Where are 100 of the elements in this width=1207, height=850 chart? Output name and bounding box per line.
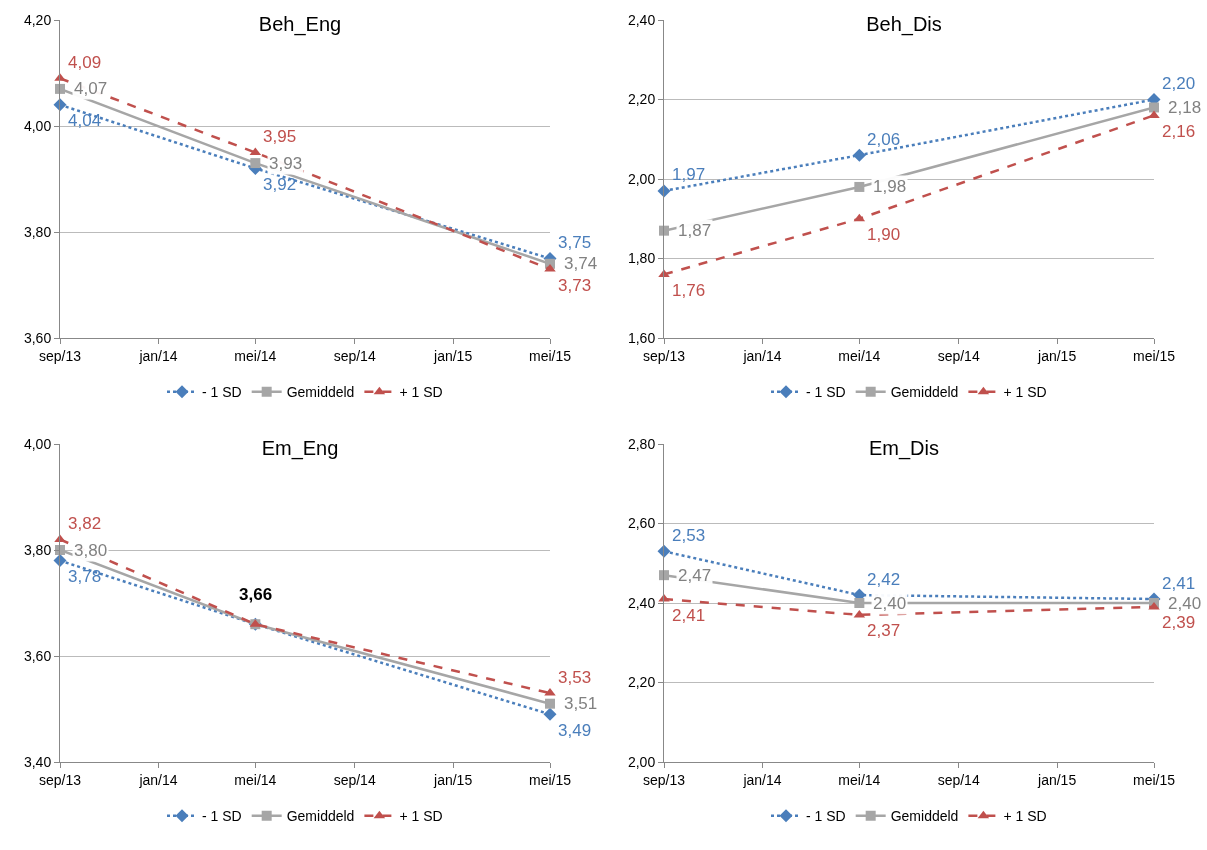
data-label: 1,98 bbox=[873, 177, 907, 196]
x-tick-label: mei/15 bbox=[1132, 347, 1176, 364]
x-tick-label: sep/14 bbox=[333, 771, 376, 788]
legend-label: + 1 SD bbox=[399, 384, 443, 401]
data-label: 2,47 bbox=[678, 566, 712, 585]
x-tick-label: jan/15 bbox=[433, 771, 473, 788]
data-label: 1,76 bbox=[672, 281, 706, 300]
data-label: 3,73 bbox=[558, 276, 592, 295]
chart-title: Beh_Dis bbox=[866, 12, 942, 36]
x-tick-label: jan/14 bbox=[742, 347, 782, 364]
y-tick-label: 3,40 bbox=[23, 753, 52, 770]
x-tick-label: mei/14 bbox=[234, 347, 277, 364]
y-tick-label: 3,80 bbox=[23, 223, 52, 240]
y-tick-label: 4,00 bbox=[23, 117, 52, 134]
x-tick-label: mei/15 bbox=[528, 347, 572, 364]
data-label: 3,93 bbox=[269, 154, 303, 173]
data-label: 2,41 bbox=[1162, 574, 1196, 593]
legend-label: - 1 SD bbox=[202, 808, 242, 825]
point bbox=[1149, 102, 1159, 113]
data-label: 2,18 bbox=[1168, 98, 1202, 117]
data-label: 4,04 bbox=[68, 111, 102, 130]
x-tick-label: jan/14 bbox=[742, 771, 782, 788]
chart-title: Em_Dis bbox=[868, 436, 940, 460]
point bbox=[659, 570, 669, 581]
y-tick-label: 2,00 bbox=[627, 753, 656, 770]
chart-title: Em_Eng bbox=[261, 436, 339, 460]
point bbox=[854, 181, 865, 192]
x-tick-label: jan/14 bbox=[138, 347, 178, 364]
x-tick-label: sep/14 bbox=[937, 347, 980, 364]
data-label: 3,53 bbox=[558, 668, 592, 687]
x-tick-label: sep/13 bbox=[642, 347, 686, 364]
data-label: 1,90 bbox=[867, 225, 901, 244]
data-label: 2,40 bbox=[1168, 594, 1202, 613]
y-tick-label: 1,80 bbox=[627, 250, 656, 267]
data-label: 4,09 bbox=[68, 53, 102, 72]
point bbox=[659, 225, 669, 236]
data-label: 3,92 bbox=[263, 175, 297, 194]
data-label: 3,51 bbox=[564, 694, 598, 713]
data-label: 3,74 bbox=[564, 254, 598, 273]
y-tick-label: 1,60 bbox=[627, 329, 656, 346]
x-tick-label: sep/14 bbox=[937, 771, 980, 788]
data-label: 3,75 bbox=[558, 233, 592, 252]
legend-label: Gemiddeld bbox=[286, 384, 355, 401]
x-tick-label: jan/14 bbox=[138, 771, 178, 788]
point bbox=[543, 707, 557, 721]
data-label: 2,40 bbox=[873, 594, 907, 613]
x-tick-label: mei/14 bbox=[838, 771, 881, 788]
x-tick-label: mei/14 bbox=[838, 347, 881, 364]
x-tick-label: sep/14 bbox=[333, 347, 376, 364]
data-label: 2,06 bbox=[867, 130, 901, 149]
data-label: 2,39 bbox=[1162, 613, 1196, 632]
annotation: 3,66 bbox=[239, 585, 273, 604]
x-tick-label: sep/13 bbox=[38, 771, 82, 788]
legend-label: - 1 SD bbox=[806, 808, 846, 825]
x-tick-label: jan/15 bbox=[1037, 347, 1077, 364]
point bbox=[250, 158, 261, 169]
y-tick-label: 2,20 bbox=[627, 91, 656, 108]
y-tick-label: 2,20 bbox=[627, 674, 656, 691]
y-tick-label: 2,60 bbox=[627, 515, 656, 532]
legend-label: + 1 SD bbox=[1003, 384, 1047, 401]
data-label: 3,95 bbox=[263, 127, 297, 146]
legend-label: Gemiddeld bbox=[890, 384, 959, 401]
data-label: 4,07 bbox=[74, 79, 108, 98]
x-tick-label: mei/14 bbox=[234, 771, 277, 788]
x-tick-label: jan/15 bbox=[1037, 771, 1077, 788]
point bbox=[852, 148, 866, 162]
data-label: 2,16 bbox=[1162, 122, 1196, 141]
data-label: 2,20 bbox=[1162, 74, 1196, 93]
point bbox=[854, 598, 865, 608]
y-tick-label: 2,00 bbox=[627, 170, 656, 187]
chart-title: Beh_Eng bbox=[258, 12, 342, 36]
data-label: 3,49 bbox=[558, 721, 592, 740]
legend-label: - 1 SD bbox=[202, 384, 242, 401]
y-tick-label: 2,40 bbox=[627, 11, 656, 28]
data-label: 2,53 bbox=[672, 526, 706, 545]
data-label: 2,42 bbox=[867, 570, 901, 589]
y-tick-label: 4,20 bbox=[23, 11, 52, 28]
data-label: 2,41 bbox=[672, 606, 706, 625]
legend-label: - 1 SD bbox=[806, 384, 846, 401]
legend-label: + 1 SD bbox=[399, 808, 443, 825]
y-tick-label: 3,80 bbox=[23, 541, 52, 558]
data-label: 3,78 bbox=[68, 567, 102, 586]
y-tick-label: 4,00 bbox=[23, 435, 52, 452]
point bbox=[545, 698, 555, 709]
point bbox=[55, 83, 65, 94]
data-label: 3,80 bbox=[74, 541, 108, 560]
data-label: 1,87 bbox=[678, 221, 712, 240]
legend-label: Gemiddeld bbox=[890, 808, 959, 825]
x-tick-label: mei/15 bbox=[1132, 771, 1176, 788]
y-tick-label: 3,60 bbox=[23, 647, 52, 664]
y-tick-label: 2,80 bbox=[627, 435, 656, 452]
legend-label: Gemiddeld bbox=[286, 808, 355, 825]
data-label: 2,37 bbox=[867, 621, 901, 640]
x-tick-label: sep/13 bbox=[642, 771, 686, 788]
x-tick-label: jan/15 bbox=[433, 347, 473, 364]
data-label: 1,97 bbox=[672, 165, 706, 184]
y-tick-label: 2,40 bbox=[627, 594, 656, 611]
x-tick-label: sep/13 bbox=[38, 347, 82, 364]
data-label: 3,82 bbox=[68, 514, 102, 533]
y-tick-label: 3,60 bbox=[23, 329, 52, 346]
